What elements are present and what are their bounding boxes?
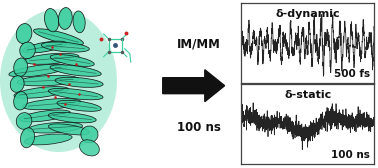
Ellipse shape bbox=[23, 41, 67, 53]
Text: δ-dynamic: δ-dynamic bbox=[276, 9, 340, 19]
Text: 100 ns: 100 ns bbox=[332, 150, 370, 160]
Ellipse shape bbox=[50, 65, 101, 76]
Ellipse shape bbox=[14, 58, 28, 76]
Ellipse shape bbox=[73, 11, 85, 33]
Ellipse shape bbox=[17, 75, 79, 86]
Ellipse shape bbox=[28, 122, 82, 133]
Ellipse shape bbox=[45, 9, 59, 32]
Ellipse shape bbox=[50, 55, 94, 66]
Text: 100 ns: 100 ns bbox=[177, 121, 220, 134]
Text: IM/MM: IM/MM bbox=[177, 37, 220, 50]
Ellipse shape bbox=[0, 9, 117, 152]
Ellipse shape bbox=[16, 113, 32, 129]
Ellipse shape bbox=[48, 112, 96, 123]
Ellipse shape bbox=[19, 110, 70, 122]
Text: δ-static: δ-static bbox=[284, 90, 331, 100]
Ellipse shape bbox=[41, 42, 89, 52]
Ellipse shape bbox=[59, 8, 72, 29]
Ellipse shape bbox=[14, 87, 68, 98]
Ellipse shape bbox=[81, 126, 98, 143]
Ellipse shape bbox=[79, 140, 99, 156]
Ellipse shape bbox=[22, 99, 81, 110]
Ellipse shape bbox=[16, 24, 32, 44]
Ellipse shape bbox=[24, 134, 72, 145]
Ellipse shape bbox=[34, 29, 84, 45]
Ellipse shape bbox=[9, 64, 67, 77]
Ellipse shape bbox=[10, 76, 24, 92]
Ellipse shape bbox=[55, 77, 103, 87]
Text: 500 fs: 500 fs bbox=[334, 69, 370, 79]
Ellipse shape bbox=[48, 88, 103, 100]
Ellipse shape bbox=[24, 53, 79, 64]
FancyArrow shape bbox=[163, 70, 225, 102]
Ellipse shape bbox=[57, 100, 101, 111]
Ellipse shape bbox=[20, 128, 34, 148]
Ellipse shape bbox=[20, 42, 35, 59]
Ellipse shape bbox=[48, 124, 89, 135]
Ellipse shape bbox=[14, 92, 28, 110]
